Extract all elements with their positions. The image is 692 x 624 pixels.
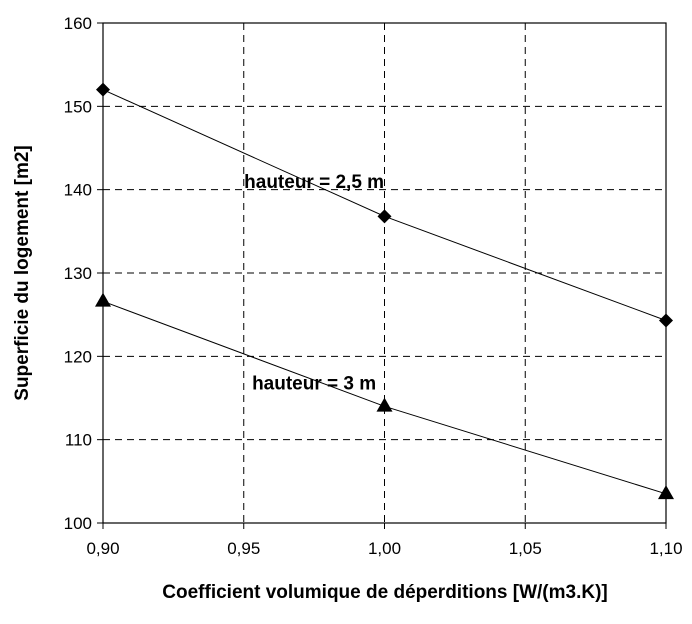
x-tick-label: 1,00 bbox=[368, 539, 401, 558]
x-tick-label: 1,10 bbox=[649, 539, 682, 558]
y-tick-label: 100 bbox=[64, 514, 92, 533]
series-label-1: hauteur = 2,5 m bbox=[244, 172, 384, 193]
grid bbox=[97, 22, 667, 529]
plot-frame bbox=[102, 22, 667, 524]
diamond-marker bbox=[377, 209, 392, 224]
x-tick-label: 1,05 bbox=[509, 539, 542, 558]
y-tick-label: 120 bbox=[64, 347, 92, 366]
series-label-2: hauteur = 3 m bbox=[252, 374, 376, 395]
y-tick-label: 140 bbox=[64, 181, 92, 200]
triangle-marker bbox=[376, 397, 393, 412]
x-tick-label: 0,95 bbox=[227, 539, 260, 558]
annotations: hauteur = 2,5 m hauteur = 3 m bbox=[244, 172, 384, 395]
x-axis-title: Coefficient volumique de déperditions [W… bbox=[162, 582, 607, 603]
x-tick-label: 0,90 bbox=[86, 539, 119, 558]
y-tick-label: 110 bbox=[65, 431, 92, 450]
y-tick-label: 160 bbox=[64, 14, 92, 33]
y-tick-label: 130 bbox=[64, 264, 92, 283]
y-axis-title: Superficie du logement [m2] bbox=[12, 145, 33, 400]
y-tick-label: 150 bbox=[64, 97, 92, 116]
tick-labels: 0,90 0,95 1,00 1,05 1,10 100 110 120 130 140 150 16… bbox=[64, 14, 683, 558]
